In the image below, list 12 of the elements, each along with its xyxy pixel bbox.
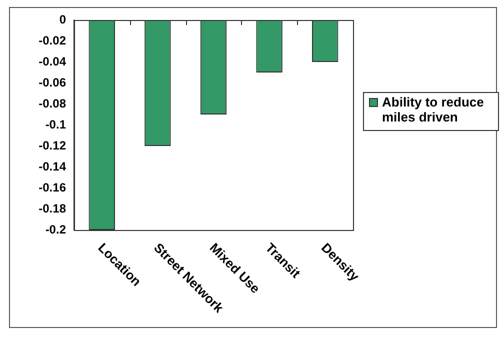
y-tick-label: -0.2 <box>45 222 66 236</box>
y-tick-label: -0.06 <box>38 75 66 90</box>
y-tick-label: -0.08 <box>38 96 66 110</box>
y-tick-label: -0.16 <box>38 180 66 194</box>
y-tick-label: -0.14 <box>38 159 66 174</box>
y-tick-label: -0.12 <box>38 138 66 152</box>
y-tick-label: -0.18 <box>38 201 66 216</box>
y-tick-label: 0 <box>59 12 66 26</box>
y-tick-label: -0.1 <box>45 117 66 132</box>
y-tick-label: -0.04 <box>38 54 66 68</box>
legend-label: Ability to reduce miles driven <box>382 94 484 125</box>
y-tick-label: -0.02 <box>38 33 66 48</box>
